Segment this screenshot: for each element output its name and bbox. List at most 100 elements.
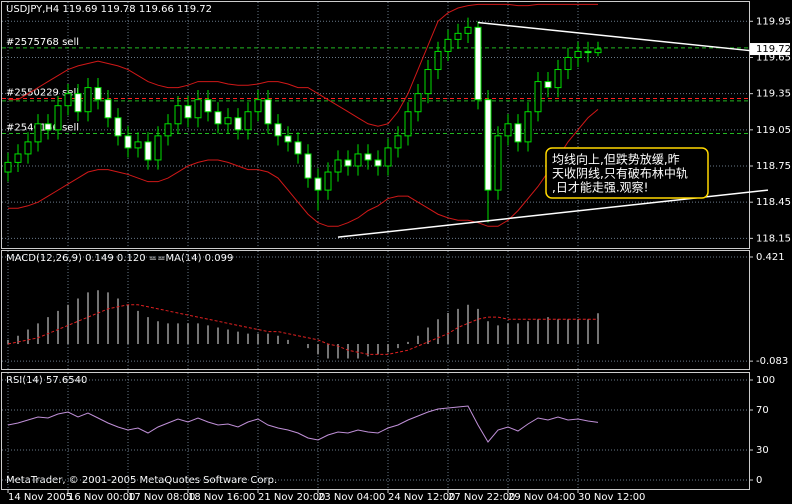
y-tick-label: 119.35 bbox=[756, 89, 791, 100]
candle-body bbox=[414, 93, 422, 113]
annotation-line: ,日才能走强.观察! bbox=[552, 181, 648, 195]
candle-body bbox=[154, 135, 162, 161]
y-tick-label: 70 bbox=[756, 405, 769, 416]
candle-body bbox=[554, 69, 562, 89]
x-tick-label: 30 Nov 12:00 bbox=[578, 492, 645, 503]
annotation: 均线向上,但跌势放缓,昨 天收阴线,只有破布林中轨 ,日才能走强.观察! bbox=[545, 147, 709, 199]
y-tick-label: 119.65 bbox=[756, 52, 791, 63]
x-tick-label: 14 Nov 2005 bbox=[8, 492, 72, 503]
candle-body bbox=[264, 99, 272, 125]
candle-body bbox=[474, 26, 482, 101]
candle-body bbox=[334, 159, 342, 173]
candle-body bbox=[114, 117, 122, 137]
bollinger-band bbox=[8, 108, 599, 227]
candle-body bbox=[34, 123, 42, 143]
price-title: USDJPY,H4 119.69 119.78 119.66 119.72 bbox=[6, 4, 212, 15]
price-label-box bbox=[750, 43, 790, 56]
candle-body bbox=[364, 153, 372, 161]
order-label: #2550229 sell bbox=[6, 87, 79, 98]
candle-body bbox=[444, 38, 452, 52]
x-tick-label: 27 Nov 22:00 bbox=[448, 492, 515, 503]
candle-body bbox=[14, 153, 22, 163]
candle-body bbox=[234, 117, 242, 131]
candle-body bbox=[104, 99, 112, 119]
candle-body bbox=[464, 26, 472, 34]
y-tick-label: -0.083 bbox=[756, 356, 788, 367]
y-tick-label: 119.05 bbox=[756, 125, 791, 136]
current-price: 119.72 bbox=[756, 44, 791, 55]
rsi-title: RSI(14) 57.6540 bbox=[6, 375, 87, 386]
signal-line bbox=[7, 304, 598, 355]
candle-body bbox=[284, 135, 292, 143]
x-tick-label: 29 Nov 04:00 bbox=[508, 492, 575, 503]
candle-body bbox=[204, 99, 212, 113]
candle-body bbox=[124, 135, 132, 149]
y-tick-label: 119.95 bbox=[756, 16, 791, 27]
annotation-line: 天收阴线,只有破布林中轨 bbox=[552, 166, 688, 181]
candle-body bbox=[94, 87, 102, 101]
candle-body bbox=[514, 123, 522, 143]
x-tick-label: 23 Nov 04:00 bbox=[318, 492, 385, 503]
candle-body bbox=[304, 153, 312, 179]
x-tick-label: 16 Nov 00:00 bbox=[68, 492, 135, 503]
order-label: #2575768 sell bbox=[6, 37, 79, 48]
candle-body bbox=[194, 99, 202, 119]
y-tick-label: 100 bbox=[756, 375, 775, 386]
candle-body bbox=[544, 81, 552, 89]
rsi-line bbox=[7, 405, 599, 443]
bollinger-band bbox=[8, 3, 598, 127]
candle-body bbox=[534, 81, 542, 113]
y-tick-label: 0.421 bbox=[756, 252, 785, 263]
candle-body bbox=[384, 147, 392, 167]
candle-body bbox=[524, 111, 532, 143]
copyright: MetaTrader, © 2001-2005 MetaQuotes Softw… bbox=[6, 475, 277, 486]
candle-body bbox=[4, 161, 12, 173]
rsi-frame bbox=[1, 372, 750, 490]
candle-body bbox=[54, 105, 62, 131]
candle-body bbox=[574, 50, 582, 58]
candle-body bbox=[64, 93, 72, 107]
candle-body bbox=[294, 141, 302, 155]
candle-body bbox=[354, 153, 362, 167]
candle-body bbox=[594, 48, 602, 54]
candle-body bbox=[404, 111, 412, 137]
candle-body bbox=[44, 123, 52, 131]
macd-title: MACD(12,26,9) 0.149 0.120 ==MA(14) 0.099 bbox=[6, 253, 233, 264]
candle-body bbox=[164, 123, 172, 137]
candle-body bbox=[504, 123, 512, 137]
candle-body bbox=[224, 117, 232, 125]
trendline bbox=[477, 21, 759, 53]
candle-body bbox=[374, 159, 382, 167]
candle-body bbox=[254, 99, 262, 113]
candle-body bbox=[84, 87, 92, 113]
order-label: #2540156 sell bbox=[6, 122, 79, 133]
candle-body bbox=[134, 141, 142, 149]
candle-body bbox=[174, 105, 182, 125]
price-frame bbox=[1, 1, 750, 249]
annotation-line: 均线向上,但跌势放缓,昨 bbox=[552, 152, 680, 167]
x-tick-label: 21 Nov 20:00 bbox=[258, 492, 325, 503]
candle-body bbox=[214, 111, 222, 125]
annotation-box bbox=[545, 147, 709, 199]
candle-body bbox=[584, 50, 592, 54]
y-tick-label: 118.45 bbox=[756, 197, 791, 208]
y-tick-label: 30 bbox=[756, 445, 769, 456]
y-tick-label: 118.75 bbox=[756, 161, 791, 172]
candle-body bbox=[184, 105, 192, 119]
candle-body bbox=[314, 177, 322, 191]
candle-body bbox=[344, 159, 352, 167]
candle-body bbox=[434, 50, 442, 71]
candle-body bbox=[394, 135, 402, 149]
candle-body bbox=[74, 93, 82, 113]
y-tick-label: 118.15 bbox=[756, 233, 791, 244]
candle-body bbox=[454, 32, 462, 40]
candle-body bbox=[144, 141, 152, 161]
candle-body bbox=[494, 135, 502, 191]
candle-body bbox=[484, 99, 492, 191]
y-tick-label: 0 bbox=[756, 475, 762, 486]
candle-body bbox=[244, 111, 252, 131]
macd-frame bbox=[1, 250, 750, 370]
candle-body bbox=[424, 69, 432, 95]
